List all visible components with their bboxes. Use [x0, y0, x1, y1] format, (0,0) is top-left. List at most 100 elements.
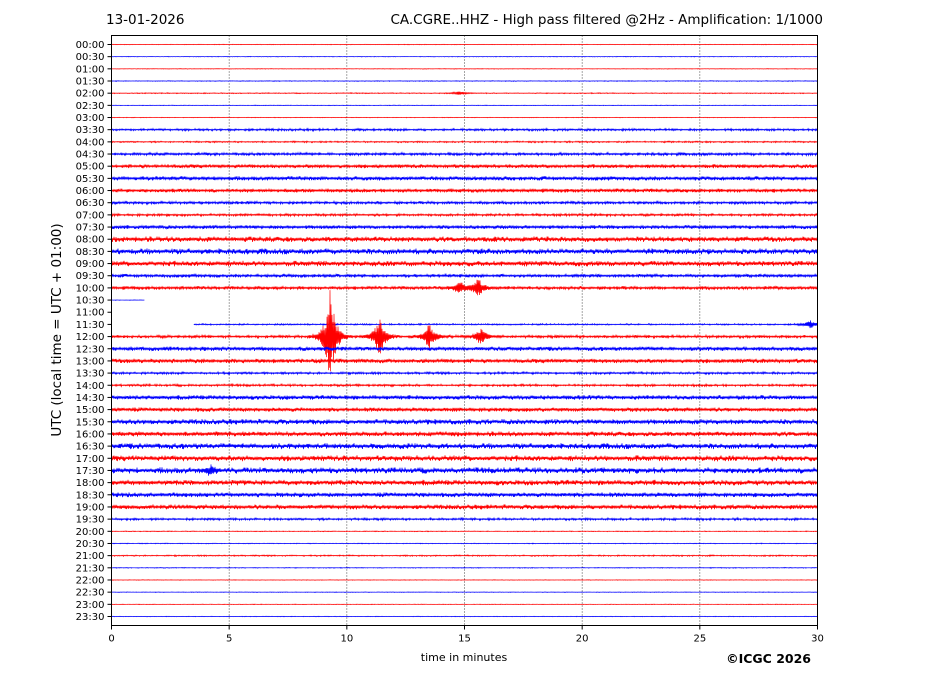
y-tick-label: 19:30 — [76, 515, 105, 526]
y-tick-label: 16:00 — [76, 429, 105, 440]
y-tick-label: 07:30 — [76, 223, 105, 234]
y-tick-label: 01:30 — [76, 77, 105, 88]
trace-1430 — [111, 394, 818, 401]
y-tick-label: 11:00 — [76, 308, 105, 319]
y-tick-label: 22:30 — [76, 588, 105, 599]
trace-1030 — [111, 299, 145, 301]
trace-0500 — [111, 163, 818, 169]
y-tick-label: 14:30 — [76, 393, 105, 404]
y-tick-label: 17:00 — [76, 454, 105, 465]
trace-1630 — [111, 443, 818, 450]
y-tick-label: 02:00 — [76, 89, 105, 100]
trace-0630 — [111, 199, 818, 206]
y-tick-label: 13:30 — [76, 369, 105, 380]
trace-1230 — [111, 345, 818, 352]
trace-1600 — [111, 431, 818, 437]
y-tick-label: 03:00 — [76, 113, 105, 124]
trace-2130 — [111, 566, 818, 569]
y-tick-label: 14:00 — [76, 381, 105, 392]
trace-1130 — [193, 320, 818, 329]
x-axis-label: time in minutes — [420, 651, 508, 664]
y-tick-label: 16:30 — [76, 442, 105, 453]
y-tick-label: 09:00 — [76, 259, 105, 270]
trace-0030 — [111, 55, 818, 58]
trace-1530 — [111, 418, 818, 425]
trace-0900 — [111, 260, 818, 267]
chart-title: CA.CGRE..HHZ - High pass filtered @2Hz -… — [390, 12, 823, 28]
trace-1400 — [111, 382, 818, 388]
trace-2000 — [111, 530, 818, 533]
y-tick-label: 23:00 — [76, 600, 105, 611]
grid-lines — [228, 35, 701, 626]
trace-0330 — [111, 127, 818, 133]
y-tick-label: 11:30 — [76, 320, 105, 331]
trace-0000 — [111, 43, 818, 46]
trace-0300 — [111, 116, 818, 119]
y-tick-label: 10:00 — [76, 283, 105, 294]
y-tick-label: 21:00 — [76, 551, 105, 562]
trace-0400 — [111, 140, 818, 144]
trace-1730 — [111, 464, 818, 476]
trace-0600 — [111, 187, 818, 194]
y-tick-label: 18:00 — [76, 478, 105, 489]
trace-2330 — [111, 615, 818, 618]
x-tick-label: 15 — [458, 634, 471, 645]
y-tick-label: 17:30 — [76, 466, 105, 477]
trace-2200 — [111, 579, 818, 581]
y-tick-label: 08:00 — [76, 235, 105, 246]
copyright-label: ©ICGC 2026 — [726, 651, 811, 666]
trace-0700 — [111, 212, 818, 218]
y-tick-label: 15:00 — [76, 405, 105, 416]
y-tick-label: 07:00 — [76, 210, 105, 221]
y-tick-label: 19:00 — [76, 502, 105, 513]
y-tick-label: 05:30 — [76, 174, 105, 185]
trace-0530 — [111, 175, 818, 182]
y-tick-label: 05:00 — [76, 162, 105, 173]
y-tick-label: 20:30 — [76, 539, 105, 550]
trace-1500 — [111, 406, 818, 413]
y-tick-label: 00:00 — [76, 40, 105, 51]
y-tick-label: 18:30 — [76, 490, 105, 501]
y-tick-label: 03:30 — [76, 125, 105, 136]
y-tick-label: 15:30 — [76, 417, 105, 428]
trace-1330 — [111, 370, 818, 376]
trace-0230 — [111, 104, 818, 107]
trace-0130 — [111, 80, 818, 82]
y-tick-label: 12:00 — [76, 332, 105, 343]
y-tick-label: 23:30 — [76, 612, 105, 623]
y-tick-label: 06:00 — [76, 186, 105, 197]
y-tick-label: 22:00 — [76, 575, 105, 586]
y-tick-label: 01:00 — [76, 64, 105, 75]
trace-layer — [111, 43, 818, 618]
x-tick-label: 25 — [693, 634, 706, 645]
trace-1900 — [111, 504, 818, 510]
trace-0830 — [111, 248, 818, 255]
trace-0430 — [111, 151, 818, 157]
trace-0200 — [111, 91, 818, 96]
x-tick-label: 30 — [811, 634, 824, 645]
trace-1800 — [111, 479, 818, 486]
trace-1930 — [111, 516, 818, 522]
trace-1700 — [111, 455, 818, 462]
trace-1000 — [111, 279, 818, 296]
y-tick-label: 10:30 — [76, 296, 105, 307]
trace-2230 — [111, 591, 818, 593]
x-tick-label: 20 — [576, 634, 589, 645]
trace-1830 — [111, 492, 818, 498]
y-tick-label: 20:00 — [76, 527, 105, 538]
y-tick-label: 04:00 — [76, 137, 105, 148]
date-label: 13-01-2026 — [106, 12, 185, 28]
y-tick-label: 00:30 — [76, 52, 105, 63]
trace-1300 — [111, 358, 818, 364]
plot-frame — [111, 35, 818, 626]
trace-0730 — [111, 224, 818, 230]
trace-2100 — [111, 553, 818, 558]
y-tick-label: 08:30 — [76, 247, 105, 258]
y-tick-label: 12:30 — [76, 344, 105, 355]
y-tick-label: 13:00 — [76, 356, 105, 367]
trace-2300 — [111, 603, 818, 606]
y-tick-label: 06:30 — [76, 198, 105, 209]
y-tick-label: 09:30 — [76, 271, 105, 282]
